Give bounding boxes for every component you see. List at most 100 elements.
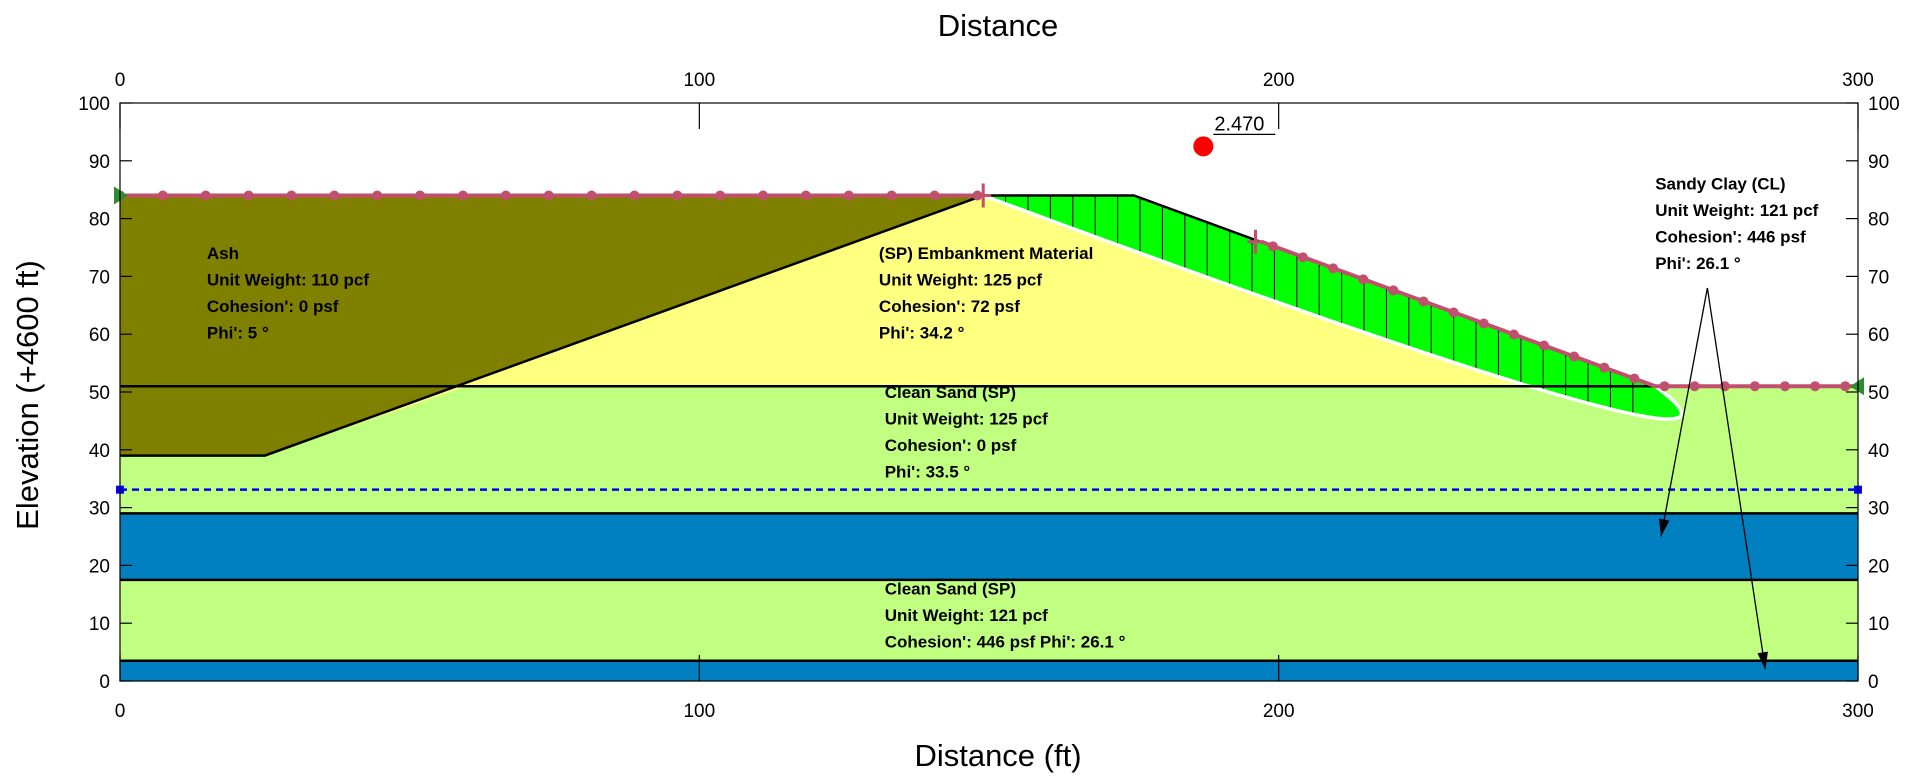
material-label-line: (SP) Embankment Material	[879, 244, 1093, 263]
y-tick-label-left: 30	[89, 499, 110, 520]
y-tick-label-left: 20	[89, 556, 110, 577]
right-edge-marker	[1850, 377, 1864, 396]
region-clean-sand-lower	[120, 579, 1858, 661]
surface-point	[886, 190, 897, 201]
material-label: (SP) Embankment Material Unit Weight: 125…	[879, 244, 1093, 343]
material-label-line: Ash	[207, 244, 239, 263]
surface-point	[1689, 381, 1700, 392]
leader-line	[1706, 287, 1766, 670]
surface-point	[329, 190, 340, 201]
region-dark-layer-bottom	[120, 660, 1858, 681]
x-tick-label-bottom: 300	[1842, 701, 1874, 722]
y-tick-label-right: 100	[1868, 94, 1900, 115]
leader-lines	[1658, 287, 1768, 670]
top-axis-title: Distance	[938, 8, 1059, 43]
y-tick-label-left: 50	[89, 383, 110, 404]
surface-point	[1629, 373, 1640, 384]
surface-point	[586, 190, 597, 201]
material-regions	[120, 195, 1858, 681]
material-label-line: Cohesion': 72 psf	[879, 297, 1020, 316]
surface-point	[1810, 381, 1821, 392]
material-label-line: Cohesion': 0 psf	[207, 297, 339, 316]
material-label-line: Clean Sand (SP)	[885, 383, 1016, 402]
material-label-line: Unit Weight: 110 pcf	[207, 271, 369, 290]
factor-of-safety-label: 2.470	[1214, 113, 1264, 135]
surface-point	[929, 190, 940, 201]
slip-mass-fill	[983, 195, 1682, 420]
slip-center: 2.470	[1193, 113, 1276, 157]
y-tick-label-left: 10	[89, 614, 110, 635]
boundary-line	[120, 194, 984, 457]
region-ash	[120, 195, 984, 456]
surface-point	[543, 190, 554, 201]
region-clean-sand-upper	[120, 386, 1858, 514]
surface-point	[800, 190, 811, 201]
surface-point	[1780, 381, 1791, 392]
ground-surface	[114, 183, 1864, 396]
y-tick-label-right: 0	[1868, 672, 1879, 693]
y-tick-label-left: 0	[99, 672, 110, 693]
y-tick-label-left: 90	[89, 152, 110, 173]
leader-arrowhead	[1757, 651, 1768, 670]
material-label-line: Unit Weight: 121 pcf	[885, 606, 1048, 625]
x-tick-label-bottom: 0	[115, 701, 126, 722]
y-tick-label-left: 60	[89, 325, 110, 346]
left-edge-marker	[114, 186, 128, 205]
y-tick-label-left: 100	[78, 94, 110, 115]
y-tick-label-right: 50	[1868, 383, 1889, 404]
material-label-line: Clean Sand (SP)	[885, 579, 1016, 598]
surface-point	[1569, 351, 1580, 362]
surface-point	[415, 190, 426, 201]
surface-point	[758, 190, 769, 201]
material-label-line: Phi': 33.5 °	[885, 462, 971, 481]
material-label-line: Phi': 5 °	[207, 324, 269, 343]
y-axis-title: Elevation (+4600 ft)	[10, 260, 45, 530]
slip-center-marker	[1193, 136, 1214, 157]
surface-point	[372, 190, 383, 201]
x-tick-label-top: 200	[1263, 70, 1295, 91]
leader-line	[1660, 287, 1709, 537]
x-tick-label-top: 0	[115, 70, 126, 91]
surface-point	[672, 190, 683, 201]
y-tick-label-right: 80	[1868, 210, 1889, 231]
y-tick-label-right: 70	[1868, 267, 1889, 288]
material-label-line: Unit Weight: 125 pcf	[879, 271, 1042, 290]
surface-point	[1539, 340, 1550, 351]
surface-point	[1418, 296, 1429, 307]
surface-point	[629, 190, 640, 201]
slip-surface	[982, 193, 1684, 421]
y-tick-label-left: 40	[89, 441, 110, 462]
surface-point	[1297, 252, 1308, 263]
surface-point	[1358, 274, 1369, 285]
y-tick-label-right: 90	[1868, 152, 1889, 173]
material-label: Ash Unit Weight: 110 pcf Cohesion': 0 psf P…	[207, 244, 369, 343]
material-label: Clean Sand (SP) Unit Weight: 125 pcf Cohes…	[885, 383, 1048, 482]
y-tick-label-right: 60	[1868, 325, 1889, 346]
surface-point	[843, 190, 854, 201]
x-tick-label-top: 300	[1842, 70, 1874, 91]
x-tick-label-bottom: 200	[1263, 701, 1295, 722]
leader-arrowhead	[1658, 518, 1670, 537]
surface-point	[1448, 307, 1459, 318]
region-embankment	[120, 195, 1858, 456]
y-tick-label-right: 20	[1868, 556, 1889, 577]
x-axis-title: Distance (ft)	[914, 738, 1081, 773]
material-label-line: Sandy Clay (CL)	[1655, 175, 1785, 194]
y-tick-label-right: 10	[1868, 614, 1889, 635]
material-label: Clean Sand (SP) Unit Weight: 121 pcf Cohes…	[885, 579, 1126, 651]
surface-point	[286, 190, 297, 201]
material-label-line: Cohesion': 0 psf	[885, 436, 1017, 455]
material-label-line: Phi': 34.2 °	[879, 324, 965, 343]
surface-point	[243, 190, 254, 201]
surface-point	[1659, 381, 1670, 392]
y-tick-label-left: 70	[89, 267, 110, 288]
surface-point	[1840, 381, 1851, 392]
surface-point	[500, 190, 511, 201]
y-tick-label-right: 40	[1868, 441, 1889, 462]
surface-point	[1599, 362, 1610, 373]
material-label: Sandy Clay (CL) Unit Weight: 121 pcf Cohes…	[1655, 175, 1818, 274]
surface-point	[1267, 241, 1278, 252]
surface-point	[200, 190, 211, 201]
